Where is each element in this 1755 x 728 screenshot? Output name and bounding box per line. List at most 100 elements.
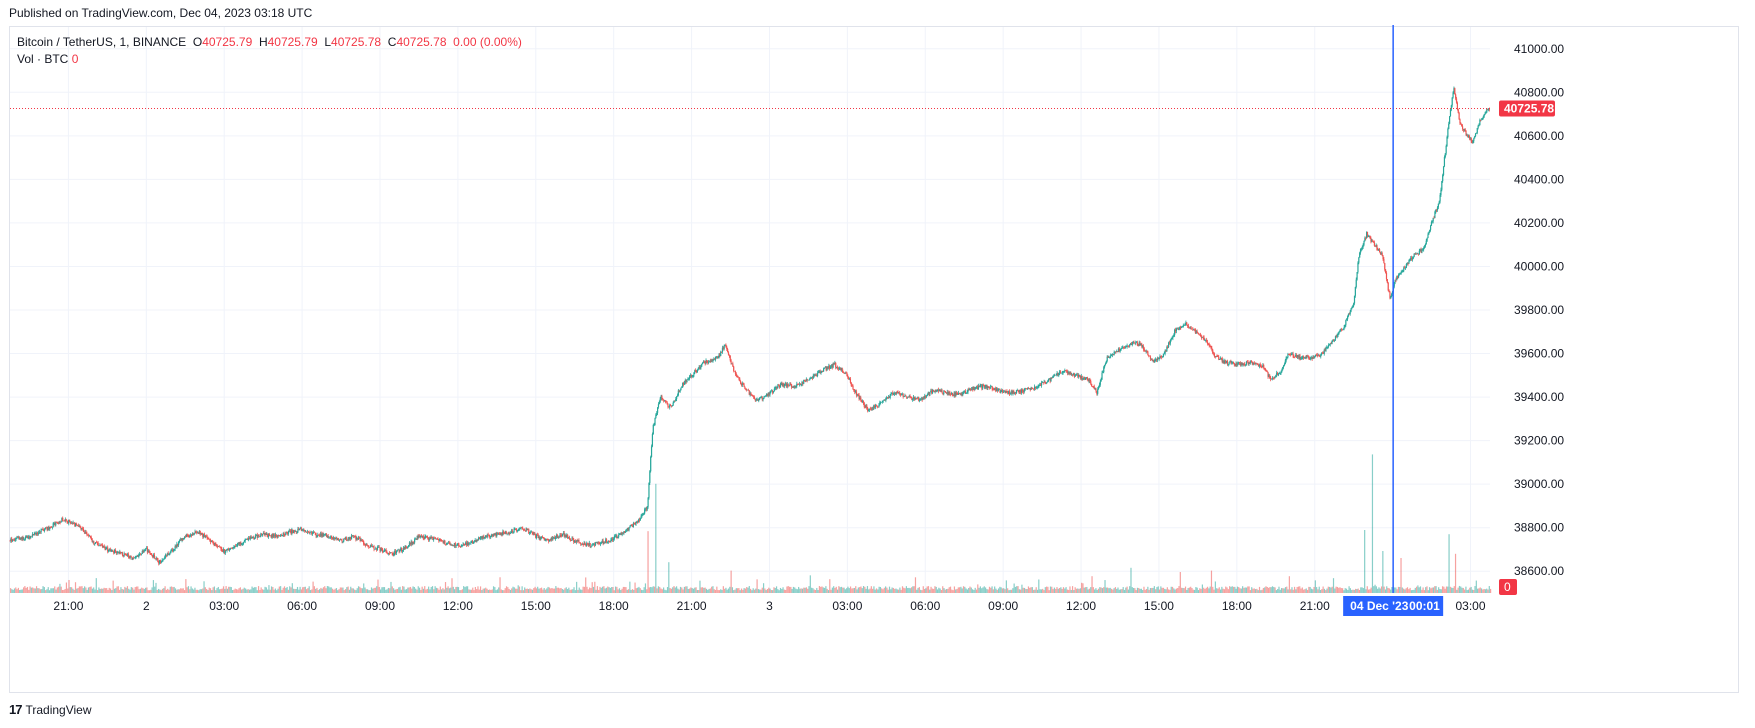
- volume-bar: [1157, 586, 1159, 593]
- volume-bar: [103, 587, 105, 593]
- volume-bar: [788, 586, 791, 593]
- volume-bar: [16, 589, 18, 593]
- candle-body: [746, 389, 749, 391]
- candle-body: [967, 389, 969, 393]
- volume-bar: [1187, 588, 1189, 593]
- candle-body: [926, 394, 928, 396]
- volume-bar: [730, 570, 732, 593]
- candle-body: [139, 553, 141, 555]
- candle-body: [875, 405, 877, 406]
- candle-body: [757, 399, 759, 401]
- candle-body: [841, 369, 843, 371]
- volume-bar: [200, 589, 203, 593]
- candle-body: [801, 381, 803, 385]
- volume-bar: [631, 589, 634, 593]
- candle-body: [1468, 136, 1470, 138]
- candle-body: [1276, 372, 1278, 376]
- volume-bar: [1417, 585, 1419, 593]
- volume-bar: [77, 587, 79, 593]
- candle-body: [1276, 372, 1279, 376]
- candle-body: [467, 542, 469, 546]
- volume-bar: [1003, 588, 1005, 593]
- candle-body: [722, 347, 724, 349]
- candle-body: [1103, 367, 1105, 372]
- candle-body: [682, 383, 684, 388]
- candle-body: [1292, 353, 1294, 357]
- volume-bar: [106, 588, 108, 593]
- volume-bar: [370, 587, 373, 593]
- candle-body: [280, 535, 282, 537]
- volume-bar: [751, 590, 753, 593]
- candle-body: [833, 363, 835, 365]
- candle-body: [948, 391, 950, 395]
- candle-body: [1413, 253, 1415, 257]
- candle-body: [1351, 307, 1353, 309]
- volume-bar: [351, 588, 353, 593]
- candle-body: [1326, 346, 1328, 348]
- volume-bar: [781, 588, 783, 593]
- candle-body: [248, 538, 251, 539]
- volume-bar: [298, 589, 300, 593]
- volume-bar: [1358, 589, 1361, 593]
- volume-bar: [164, 586, 166, 593]
- candle-body: [1244, 364, 1247, 366]
- candle-body: [87, 534, 89, 536]
- volume-bar: [1208, 588, 1210, 593]
- volume-bar: [1448, 534, 1450, 593]
- candle-body: [992, 389, 994, 390]
- candle-body: [667, 404, 669, 407]
- legend-symbol[interactable]: Bitcoin / TetherUS, 1, BINANCE: [17, 35, 187, 49]
- legend-volume-label[interactable]: Vol · BTC: [17, 52, 69, 66]
- volume-bar: [1405, 588, 1407, 593]
- volume-bar: [222, 586, 225, 593]
- candle-body: [1202, 337, 1204, 339]
- volume-bar: [672, 587, 674, 593]
- volume-bar: [1178, 586, 1180, 593]
- volume-bar: [596, 586, 599, 593]
- volume-bar: [942, 586, 944, 593]
- candle-body: [1428, 232, 1430, 235]
- volume-bar: [357, 586, 360, 593]
- candle-body: [824, 367, 826, 369]
- candle-body: [1369, 235, 1371, 239]
- volume-bar: [1403, 588, 1405, 593]
- volume-bar: [1101, 588, 1104, 593]
- candle-body: [1270, 378, 1272, 380]
- candle-body: [925, 395, 927, 397]
- volume-bar: [1183, 588, 1185, 593]
- volume-bar: [352, 588, 354, 593]
- candle-body: [912, 398, 914, 400]
- volume-bar: [762, 583, 765, 593]
- candle-body: [1010, 391, 1012, 394]
- volume-bar: [392, 588, 395, 593]
- candle-body: [344, 538, 346, 540]
- candle-body: [34, 533, 36, 535]
- candle-body: [375, 548, 377, 550]
- volume-bar: [1404, 589, 1406, 593]
- candle-body: [249, 536, 251, 539]
- candle-body: [488, 535, 490, 537]
- volume-bar: [417, 586, 419, 593]
- legend-close-value: 40725.78: [396, 35, 447, 49]
- candle-body: [507, 533, 509, 535]
- candle-body: [1386, 279, 1388, 283]
- candle-body: [515, 528, 517, 531]
- candle-body: [798, 383, 801, 385]
- candle-body: [40, 529, 42, 533]
- candle-body: [1154, 360, 1156, 363]
- volume-bar: [1242, 586, 1244, 593]
- volume-bar: [1049, 586, 1052, 593]
- candle-body: [286, 532, 288, 533]
- candle-body: [861, 400, 863, 402]
- volume-bar: [818, 586, 821, 593]
- y-tick-label: 40200.00: [1514, 216, 1564, 230]
- candle-body: [490, 534, 493, 536]
- candle-body: [101, 544, 104, 548]
- volume-bar: [1091, 576, 1093, 593]
- candle-body: [310, 531, 312, 533]
- candle-body: [1284, 360, 1286, 364]
- candle-body: [1004, 391, 1006, 394]
- candle-body: [663, 399, 665, 401]
- volume-bar: [1130, 567, 1132, 593]
